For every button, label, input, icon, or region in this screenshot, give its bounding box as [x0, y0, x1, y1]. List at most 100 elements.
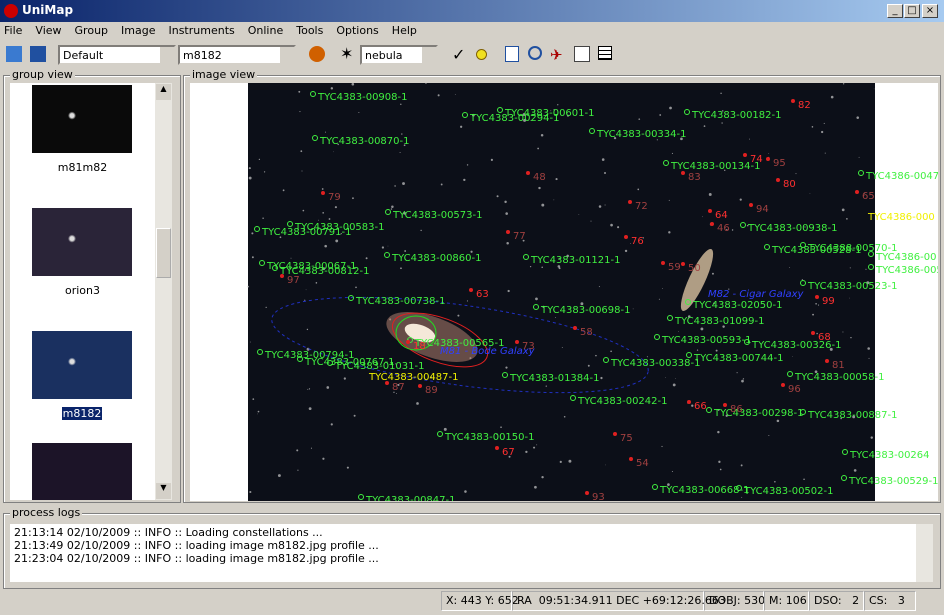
- thumbnail-label[interactable]: m8182: [62, 407, 102, 420]
- star-label: TYC4383-00298-1: [713, 408, 804, 419]
- star-marker: [497, 107, 503, 113]
- star-icon[interactable]: ✶: [340, 44, 354, 63]
- background-star: [559, 460, 562, 463]
- background-star: [394, 185, 396, 187]
- open-icon[interactable]: [6, 46, 22, 62]
- status-field: CS: 3: [864, 591, 916, 611]
- background-star: [715, 349, 718, 352]
- minimize[interactable]: _: [887, 4, 903, 18]
- status-field: M: 106: [764, 591, 809, 611]
- background-star: [550, 110, 552, 112]
- star-label: TYC4383-00528-1: [771, 245, 862, 256]
- menu-item[interactable]: Instruments: [168, 24, 235, 37]
- thumbnail[interactable]: [32, 443, 132, 500]
- detection-label: 89: [425, 385, 438, 396]
- menu-item[interactable]: Group: [74, 24, 109, 37]
- zoom-icon[interactable]: [528, 46, 542, 60]
- star-label: TYC4383-00738-1: [355, 296, 446, 307]
- star-label: TYC4383-02050-1: [692, 300, 783, 311]
- background-star: [696, 349, 699, 351]
- circle-icon[interactable]: [476, 49, 487, 60]
- background-star: [605, 464, 606, 466]
- image-view[interactable]: TYC4383-00908-1TYC4383-00601-1TYC4383-00…: [190, 83, 938, 501]
- log-scrollbar[interactable]: [916, 524, 933, 582]
- background-star: [728, 288, 730, 290]
- menu-item[interactable]: File: [4, 24, 23, 37]
- close[interactable]: ×: [922, 4, 938, 18]
- detection-marker: [710, 222, 714, 226]
- background-star: [637, 188, 640, 191]
- menu-item[interactable]: Help: [391, 24, 417, 37]
- background-star: [500, 426, 502, 429]
- menu-item[interactable]: Image: [121, 24, 156, 37]
- background-star: [249, 341, 251, 343]
- detection-marker: [708, 209, 712, 213]
- status-field: X: 443 Y: 652: [441, 591, 519, 611]
- menu-item[interactable]: Tools: [296, 24, 324, 37]
- background-star: [600, 376, 603, 380]
- star-label: TYC4383-00264: [849, 450, 930, 461]
- thumbnail[interactable]: [32, 331, 132, 399]
- galaxy-m82: [680, 249, 714, 311]
- star-label: TYC4383-00744-1: [693, 353, 784, 364]
- star-marker: [736, 485, 742, 491]
- background-star: [352, 197, 354, 200]
- check-icon[interactable]: ✓: [452, 45, 466, 64]
- maximize[interactable]: □: [904, 4, 920, 18]
- thumbnail[interactable]: [32, 85, 132, 153]
- background-star: [713, 302, 715, 305]
- background-star: [776, 419, 780, 423]
- thumbnail[interactable]: [32, 208, 132, 276]
- image-view-frame: [183, 75, 941, 503]
- background-star: [443, 427, 447, 431]
- menu-item[interactable]: Options: [336, 24, 379, 37]
- group-scrollbar[interactable]: ▲ ▼: [155, 83, 172, 500]
- profile-combo[interactable]: Default: [58, 45, 176, 65]
- background-star: [351, 83, 355, 86]
- background-star: [296, 449, 299, 452]
- background-star: [858, 156, 860, 158]
- star-label: TYC4388-00570-1: [807, 243, 898, 254]
- table-icon[interactable]: [574, 46, 590, 62]
- menu-bar: File View Group Image Instruments Online Tools…: [4, 24, 417, 37]
- background-star: [397, 383, 400, 387]
- background-star: [257, 413, 258, 415]
- log-list: 21:13:14 02/10/2009 :: INFO :: Loading c…: [10, 524, 916, 582]
- background-star: [740, 464, 743, 467]
- menu-item[interactable]: View: [35, 24, 62, 37]
- background-star: [251, 256, 254, 259]
- image-combo[interactable]: m8182: [178, 45, 296, 65]
- background-star: [381, 246, 385, 249]
- thumbnail-label[interactable]: m81m82: [57, 161, 108, 174]
- background-star: [463, 178, 466, 182]
- star-marker: [462, 112, 468, 118]
- log-line: 21:23:04 02/10/2009 :: INFO :: loading i…: [14, 552, 379, 565]
- star-marker: [272, 265, 278, 271]
- background-star: [343, 377, 346, 380]
- doc-icon[interactable]: [505, 46, 519, 62]
- thumbnail-label[interactable]: orion3: [64, 284, 100, 297]
- background-star: [300, 150, 303, 153]
- background-star: [749, 138, 750, 140]
- save-icon[interactable]: [30, 46, 46, 62]
- plane-icon[interactable]: ✈: [550, 46, 563, 64]
- background-star: [812, 313, 814, 316]
- detection-label: 68: [818, 332, 831, 343]
- background-star: [671, 152, 673, 155]
- m81-halo: [271, 296, 649, 394]
- detection-marker: [776, 178, 780, 182]
- background-star: [387, 245, 389, 247]
- background-star: [308, 407, 312, 411]
- process-logs-frame: [3, 513, 941, 589]
- menu-item[interactable]: Online: [247, 24, 284, 37]
- background-star: [541, 475, 544, 479]
- star-label: TYC4383-00573-1: [392, 210, 483, 221]
- star-marker: [437, 431, 443, 437]
- background-star: [610, 350, 612, 353]
- detect-icon[interactable]: [309, 46, 325, 62]
- object-type-combo[interactable]: nebula: [360, 45, 438, 65]
- background-star: [680, 137, 683, 141]
- grid-icon[interactable]: [598, 46, 612, 60]
- detection-label: 59: [668, 262, 681, 273]
